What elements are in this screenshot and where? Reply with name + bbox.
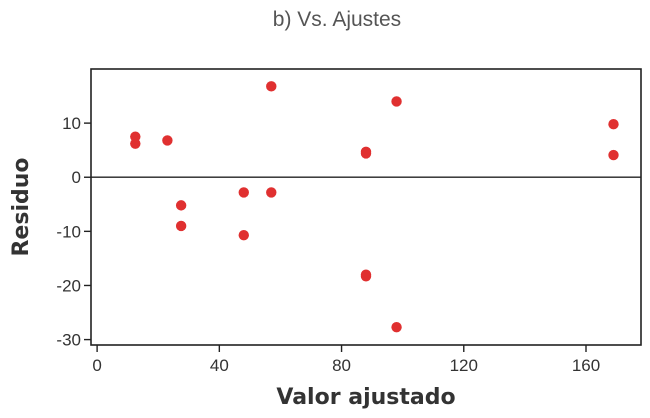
data-point bbox=[162, 135, 173, 146]
plot-border bbox=[90, 68, 642, 346]
data-point bbox=[266, 81, 277, 92]
data-point bbox=[238, 187, 249, 198]
data-point bbox=[175, 200, 187, 211]
data-point bbox=[391, 321, 402, 333]
y-tick-label: -30 bbox=[56, 331, 81, 350]
x-tick-label: 0 bbox=[92, 356, 101, 375]
x-tick-label: 80 bbox=[332, 356, 351, 375]
y-axis-ticks: 10 0 -10 -20 -30 bbox=[56, 114, 91, 350]
data-point bbox=[266, 187, 277, 198]
x-tick-label: 40 bbox=[210, 356, 229, 375]
data-point bbox=[360, 271, 372, 282]
data-point bbox=[391, 96, 402, 107]
chart-title: b) Vs. Ajustes bbox=[273, 8, 401, 31]
x-axis-label: Valor ajustado bbox=[276, 385, 455, 410]
y-tick-label: -20 bbox=[56, 276, 81, 295]
data-point bbox=[130, 138, 141, 149]
plot-area bbox=[90, 68, 642, 346]
y-tick-label: 0 bbox=[72, 168, 81, 187]
data-point bbox=[608, 119, 619, 130]
x-axis-ticks: 0 40 80 120 160 bbox=[92, 345, 600, 375]
data-point bbox=[238, 229, 249, 241]
x-tick-label: 160 bbox=[572, 356, 600, 375]
data-point bbox=[360, 148, 372, 159]
data-point bbox=[175, 220, 187, 232]
x-tick-label: 120 bbox=[450, 356, 478, 375]
y-tick-label: -10 bbox=[56, 222, 81, 241]
data-point bbox=[608, 149, 619, 161]
y-tick-label: 10 bbox=[62, 114, 81, 133]
data-points bbox=[130, 81, 619, 333]
y-axis-label: Residuo bbox=[9, 157, 34, 256]
